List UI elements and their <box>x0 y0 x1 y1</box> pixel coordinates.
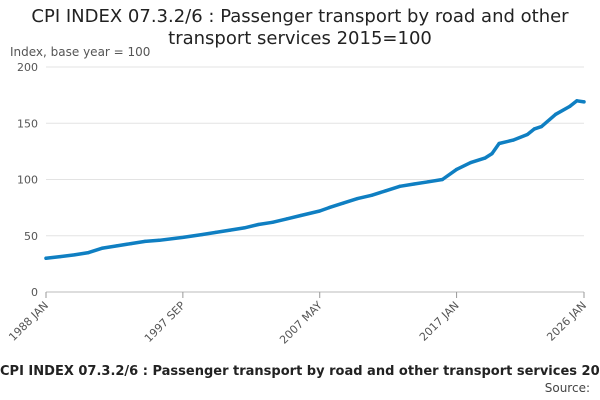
x-tick-label: 2026 JAN <box>544 299 589 344</box>
data-point[interactable] <box>412 182 416 186</box>
footer-title: CPI INDEX 07.3.2/6 : Passenger transport… <box>0 364 600 379</box>
data-point[interactable] <box>384 189 388 193</box>
x-tick-label: 2017 JAN <box>417 299 462 344</box>
data-point[interactable] <box>129 242 133 246</box>
data-point[interactable] <box>299 213 303 218</box>
data-point[interactable] <box>532 127 537 131</box>
data-point[interactable] <box>554 112 558 116</box>
y-axis: 0 50 100 150 200 <box>17 61 38 299</box>
data-point[interactable] <box>318 209 322 213</box>
data-point[interactable] <box>575 99 579 103</box>
data-point[interactable] <box>370 193 374 197</box>
data-point[interactable] <box>200 233 204 237</box>
data-point[interactable] <box>539 125 544 129</box>
y-axis-label: Index, base year = 100 <box>10 45 151 59</box>
source-label: Source: <box>544 381 590 395</box>
data-point[interactable] <box>511 138 515 142</box>
data-point[interactable] <box>285 217 289 221</box>
data-point[interactable] <box>270 220 275 224</box>
data-point[interactable] <box>525 132 529 137</box>
data-point[interactable] <box>86 251 91 255</box>
data-point[interactable] <box>181 235 185 240</box>
data-point[interactable] <box>398 184 402 188</box>
data-point[interactable] <box>426 180 430 184</box>
data-point[interactable] <box>341 201 345 205</box>
series-layer <box>44 99 586 261</box>
y-tick-label: 50 <box>24 230 38 243</box>
data-point[interactable] <box>214 230 218 234</box>
x-tick-label: 1988 JAN <box>6 299 51 344</box>
data-point[interactable] <box>115 244 119 248</box>
data-point[interactable] <box>454 167 459 171</box>
data-point[interactable] <box>44 256 48 260</box>
data-point[interactable] <box>72 253 76 257</box>
data-point[interactable] <box>582 100 586 104</box>
x-tick-label: 2007 MAY <box>277 299 325 347</box>
data-point[interactable] <box>101 246 105 250</box>
data-point[interactable] <box>58 254 62 259</box>
data-point[interactable] <box>490 152 494 156</box>
chart-title: CPI INDEX 07.3.2/6 : Passenger transport… <box>0 6 600 50</box>
data-point[interactable] <box>483 156 487 160</box>
y-tick-label: 150 <box>17 117 38 130</box>
data-point[interactable] <box>157 238 161 242</box>
chart-title-text: CPI INDEX 07.3.2/6 : Passenger transport… <box>31 6 569 49</box>
data-point[interactable] <box>242 226 246 230</box>
data-point[interactable] <box>568 104 572 108</box>
y-tick-label: 200 <box>17 61 38 74</box>
data-point[interactable] <box>440 177 445 182</box>
x-axis: 1988 JAN 1997 SEP 2007 MAY 2017 JAN 2026 JAN <box>6 292 589 347</box>
data-point[interactable] <box>256 222 260 227</box>
data-point[interactable] <box>355 197 360 201</box>
data-point[interactable] <box>497 141 501 146</box>
y-tick-label: 0 <box>31 286 38 299</box>
data-point[interactable] <box>228 228 232 232</box>
data-point[interactable] <box>469 161 473 165</box>
data-point[interactable] <box>327 206 331 210</box>
x-tick-label: 1997 SEP <box>142 299 188 345</box>
grid-lines <box>46 66 584 293</box>
y-tick-label: 100 <box>17 174 38 187</box>
data-point[interactable] <box>143 239 147 243</box>
